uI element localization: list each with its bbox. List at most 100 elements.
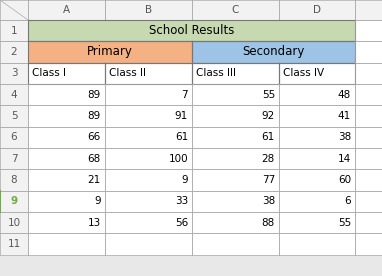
Bar <box>0 0 28 20</box>
Text: C: C <box>232 5 239 15</box>
Bar <box>355 105 382 127</box>
Bar <box>28 191 105 212</box>
Text: 38: 38 <box>338 132 351 142</box>
Bar <box>105 169 192 191</box>
Text: 7: 7 <box>181 90 188 100</box>
Text: 2: 2 <box>11 47 17 57</box>
Text: 41: 41 <box>338 111 351 121</box>
Bar <box>105 233 192 255</box>
Text: 66: 66 <box>88 132 101 142</box>
Text: 56: 56 <box>175 218 188 228</box>
Text: 14: 14 <box>338 154 351 164</box>
Bar <box>355 41 382 63</box>
Bar <box>105 84 192 105</box>
Bar <box>105 148 192 169</box>
Bar <box>0 127 28 148</box>
Bar <box>28 84 105 105</box>
Text: 9: 9 <box>181 175 188 185</box>
Text: 5: 5 <box>11 111 17 121</box>
Bar <box>105 127 192 148</box>
Text: Class II: Class II <box>109 68 146 78</box>
Text: B: B <box>145 5 152 15</box>
Bar <box>192 127 279 148</box>
Bar <box>355 20 382 41</box>
Bar <box>0 233 28 255</box>
Bar <box>279 127 355 148</box>
Text: Secondary: Secondary <box>242 46 305 59</box>
Text: 6: 6 <box>11 132 17 142</box>
Bar <box>279 212 355 233</box>
Text: 89: 89 <box>88 90 101 100</box>
Bar <box>28 233 105 255</box>
Bar <box>355 191 382 212</box>
Bar <box>279 233 355 255</box>
Bar <box>105 105 192 127</box>
Text: 91: 91 <box>175 111 188 121</box>
Text: 9: 9 <box>94 196 101 206</box>
Bar <box>355 169 382 191</box>
Bar <box>279 63 355 84</box>
Bar <box>0 63 28 84</box>
Text: Primary: Primary <box>87 46 133 59</box>
Bar <box>192 0 279 20</box>
Bar <box>192 84 279 105</box>
Bar <box>355 212 382 233</box>
Text: 7: 7 <box>11 154 17 164</box>
Text: 3: 3 <box>11 68 17 78</box>
Text: 100: 100 <box>168 154 188 164</box>
Bar <box>0 191 28 212</box>
Bar <box>28 127 105 148</box>
Bar <box>355 0 382 20</box>
Text: Class III: Class III <box>196 68 236 78</box>
Bar <box>279 84 355 105</box>
Bar <box>355 63 382 84</box>
Bar <box>105 191 192 212</box>
Bar <box>192 233 279 255</box>
Bar <box>355 84 382 105</box>
Text: 8: 8 <box>11 175 17 185</box>
Bar <box>28 212 105 233</box>
Text: 60: 60 <box>338 175 351 185</box>
Text: 55: 55 <box>262 90 275 100</box>
Bar <box>0 84 28 105</box>
Bar <box>355 148 382 169</box>
Text: 55: 55 <box>338 218 351 228</box>
Text: 10: 10 <box>7 218 21 228</box>
Bar <box>28 105 105 127</box>
Bar <box>0 20 28 41</box>
Bar <box>279 148 355 169</box>
Bar <box>192 63 279 84</box>
Bar <box>192 169 279 191</box>
Bar <box>192 191 279 212</box>
Bar <box>105 0 192 20</box>
Bar <box>355 127 382 148</box>
Bar <box>279 105 355 127</box>
Bar <box>0 41 28 63</box>
Text: 61: 61 <box>175 132 188 142</box>
Text: 13: 13 <box>88 218 101 228</box>
Text: 68: 68 <box>88 154 101 164</box>
Text: 28: 28 <box>262 154 275 164</box>
Bar <box>192 105 279 127</box>
Bar <box>28 63 105 84</box>
Text: 92: 92 <box>262 111 275 121</box>
Bar <box>192 148 279 169</box>
Bar <box>192 41 355 63</box>
Text: 4: 4 <box>11 90 17 100</box>
Text: 38: 38 <box>262 196 275 206</box>
Text: Class I: Class I <box>32 68 66 78</box>
Text: 11: 11 <box>7 239 21 249</box>
Bar <box>28 0 105 20</box>
Bar <box>355 233 382 255</box>
Bar <box>0 169 28 191</box>
Text: 88: 88 <box>262 218 275 228</box>
Text: 1: 1 <box>11 26 17 36</box>
Text: School Results: School Results <box>149 24 234 37</box>
Bar <box>0 148 28 169</box>
Bar <box>279 169 355 191</box>
Bar <box>28 20 355 41</box>
Text: A: A <box>63 5 70 15</box>
Text: 89: 89 <box>88 111 101 121</box>
Bar <box>192 212 279 233</box>
Bar <box>0 212 28 233</box>
